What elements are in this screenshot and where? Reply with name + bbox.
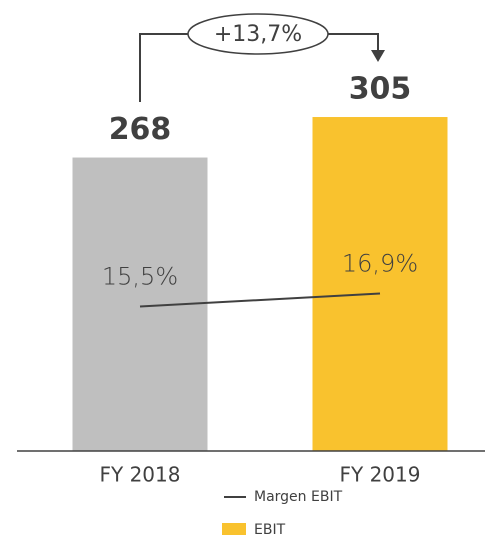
x-tick-label: FY 2019 — [340, 463, 421, 487]
line-value-label: 15,5% — [102, 263, 178, 291]
arrow-head — [371, 50, 385, 62]
annotation: +13,7% — [214, 22, 302, 47]
legend-label: EBIT — [254, 522, 286, 538]
x-tick-label: FY 2018 — [100, 463, 181, 487]
bar-value-label: 268 — [109, 112, 172, 147]
bar-value-label: 305 — [349, 72, 412, 107]
bar — [312, 117, 448, 452]
growth-arrow — [139, 33, 379, 102]
line-value-label: 16,9% — [342, 250, 418, 278]
legend-label: Margen EBIT — [254, 489, 343, 505]
legend-bar-swatch — [222, 523, 246, 535]
margin-line — [139, 292, 381, 308]
